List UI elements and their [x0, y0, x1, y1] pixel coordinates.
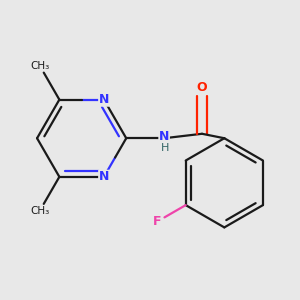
Text: CH₃: CH₃ [30, 206, 50, 216]
Text: O: O [197, 81, 207, 94]
Text: CH₃: CH₃ [30, 61, 50, 70]
Text: H: H [161, 143, 169, 153]
Text: F: F [153, 215, 162, 228]
Text: N: N [99, 170, 109, 183]
Text: N: N [99, 93, 109, 106]
Text: N: N [159, 130, 169, 142]
